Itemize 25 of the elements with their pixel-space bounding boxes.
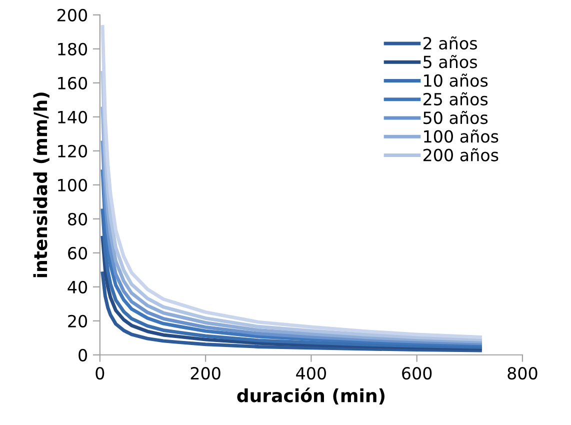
x-tick-label: 400 bbox=[296, 366, 326, 380]
legend-label: 50 años bbox=[424, 110, 488, 124]
y-tick-label: 80 bbox=[68, 212, 88, 226]
y-tick-label: 100 bbox=[58, 178, 88, 192]
y-tick-label: 0 bbox=[78, 348, 88, 362]
legend-label: 25 años bbox=[423, 92, 488, 106]
y-axis-title: intensidad (mm/h) bbox=[33, 92, 50, 278]
y-tick-label: 180 bbox=[58, 42, 88, 56]
x-tick-label: 200 bbox=[190, 366, 220, 380]
x-tick-label: 800 bbox=[508, 366, 538, 380]
y-tick-label: 160 bbox=[58, 76, 88, 90]
legend-label: 10 años bbox=[424, 74, 488, 87]
y-tick-label: 40 bbox=[68, 280, 88, 294]
x-tick-label: 600 bbox=[402, 366, 432, 380]
y-tick-label: 120 bbox=[58, 144, 88, 158]
legend-label: 2 años bbox=[423, 36, 477, 50]
legend-label: 5 años bbox=[424, 55, 477, 68]
x-tick-label: 0 bbox=[96, 366, 104, 380]
x-axis-title: duración (min) bbox=[237, 388, 384, 404]
legend-label: 100 años bbox=[424, 130, 498, 143]
legend-label: 200 años bbox=[423, 148, 498, 162]
y-tick-label: 60 bbox=[68, 246, 88, 260]
y-tick-label: 200 bbox=[58, 8, 88, 22]
y-tick-label: 140 bbox=[58, 110, 88, 124]
y-tick-label: 20 bbox=[68, 314, 88, 328]
